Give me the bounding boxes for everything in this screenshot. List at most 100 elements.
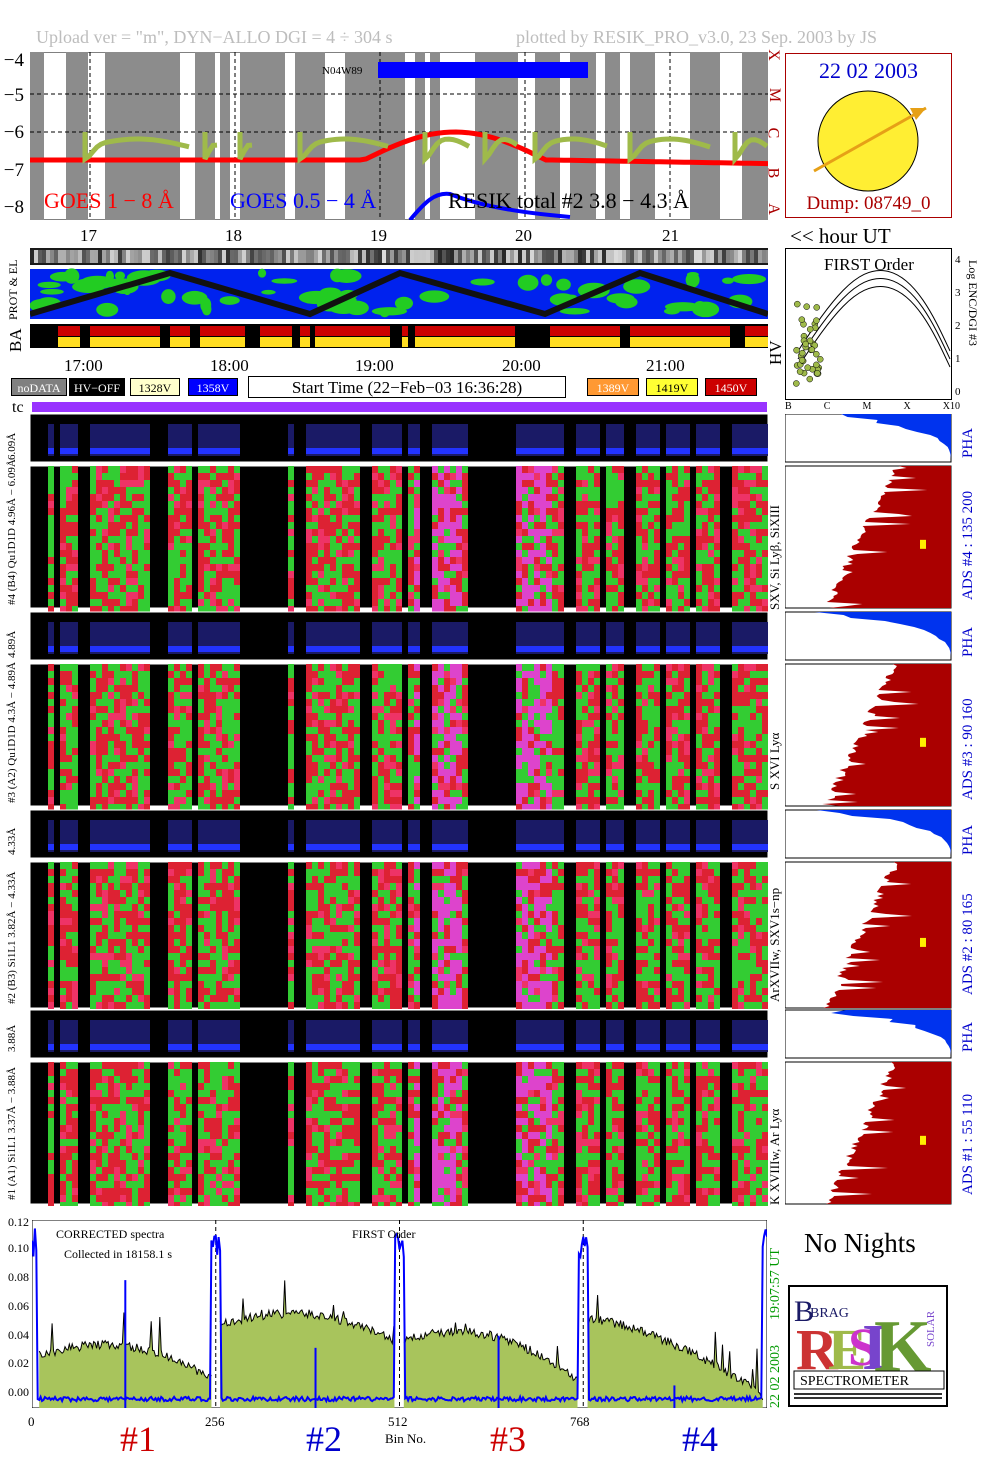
spec-cell bbox=[732, 720, 738, 727]
pha-col bbox=[576, 820, 582, 852]
spec-cell bbox=[666, 487, 672, 494]
spec-cell bbox=[60, 585, 66, 592]
spec-cell bbox=[120, 953, 126, 960]
spec-cell bbox=[642, 769, 648, 776]
pha-col bbox=[414, 820, 420, 852]
pha-line bbox=[354, 844, 360, 850]
spec-cell bbox=[114, 508, 120, 515]
pha-col bbox=[540, 820, 546, 852]
spec-cell bbox=[702, 536, 708, 543]
spec-cell bbox=[288, 988, 294, 995]
spec-cell bbox=[126, 494, 132, 501]
spec-cell bbox=[222, 755, 228, 762]
spec-cell bbox=[678, 501, 684, 508]
spec-cell bbox=[516, 487, 522, 494]
spec-cell bbox=[756, 515, 762, 522]
spec-cell bbox=[66, 734, 72, 741]
spec-cell bbox=[318, 571, 324, 578]
spec-cell bbox=[48, 543, 54, 550]
spec-cell bbox=[342, 599, 348, 606]
spec-cell bbox=[348, 876, 354, 883]
spec-cell bbox=[528, 713, 534, 720]
spec-cell bbox=[588, 473, 594, 480]
spec-cell bbox=[126, 762, 132, 769]
spec-cell bbox=[372, 592, 378, 599]
spec-cell bbox=[210, 918, 216, 925]
spec-cell bbox=[372, 585, 378, 592]
spec-cell bbox=[204, 748, 210, 755]
spec-cell bbox=[324, 762, 330, 769]
pha-col bbox=[306, 820, 312, 852]
spec-cell bbox=[450, 748, 456, 755]
spec-cell bbox=[744, 466, 750, 473]
fo-xtick: C bbox=[823, 401, 831, 412]
spec-cell bbox=[114, 564, 120, 571]
spec-cell bbox=[450, 776, 456, 783]
spec-cell bbox=[378, 543, 384, 550]
spec-cell bbox=[456, 571, 462, 578]
pha-line bbox=[234, 646, 240, 652]
el-cell bbox=[286, 250, 290, 263]
spec-cell bbox=[750, 755, 756, 762]
el-cell bbox=[166, 250, 170, 263]
el-cell bbox=[162, 250, 166, 263]
spec-cell bbox=[108, 473, 114, 480]
spec-cell bbox=[594, 585, 600, 592]
spec-cell bbox=[444, 466, 450, 473]
spec-cell bbox=[528, 720, 534, 727]
spec-cell bbox=[90, 699, 96, 706]
spec-cell bbox=[234, 797, 240, 804]
spec-cell bbox=[648, 480, 654, 487]
spec-cell bbox=[96, 543, 102, 550]
spec-cell bbox=[144, 692, 150, 699]
spec-cell bbox=[174, 720, 180, 727]
spec-cell bbox=[654, 797, 660, 804]
spec-cell bbox=[696, 776, 702, 783]
spec-cell bbox=[204, 974, 210, 981]
spec-cell bbox=[372, 776, 378, 783]
pha-col bbox=[198, 424, 204, 456]
spec-cell bbox=[642, 776, 648, 783]
spec-cell bbox=[138, 741, 144, 748]
spec-cell bbox=[372, 606, 378, 613]
pha-line bbox=[576, 448, 582, 454]
spec-cell bbox=[174, 988, 180, 995]
spec-cell bbox=[144, 790, 150, 797]
spec-cell bbox=[312, 769, 318, 776]
spec-cell bbox=[336, 564, 342, 571]
spec-cell bbox=[216, 960, 222, 967]
spec-cell bbox=[432, 678, 438, 685]
spec-cell bbox=[102, 876, 108, 883]
spec-cell bbox=[198, 678, 204, 685]
spec-cell bbox=[216, 487, 222, 494]
spec-cell bbox=[438, 748, 444, 755]
pha-col bbox=[438, 622, 444, 654]
spec-cell bbox=[330, 804, 336, 811]
spec-cell bbox=[186, 897, 192, 904]
spec-cell bbox=[750, 508, 756, 515]
spec-cell bbox=[756, 599, 762, 606]
spec-cell bbox=[234, 776, 240, 783]
spec-cell bbox=[174, 592, 180, 599]
spec-cell bbox=[90, 974, 96, 981]
spec-cell bbox=[108, 706, 114, 713]
pha-line bbox=[72, 844, 78, 850]
spec-cell bbox=[354, 692, 360, 699]
pha-col bbox=[138, 622, 144, 654]
spec-cell bbox=[348, 960, 354, 967]
pha-col bbox=[396, 622, 402, 654]
spec-cell bbox=[516, 508, 522, 515]
spec-cell bbox=[384, 508, 390, 515]
spec-cell bbox=[702, 473, 708, 480]
ba-red bbox=[200, 326, 245, 336]
spec-cell bbox=[180, 918, 186, 925]
spec-cell bbox=[558, 692, 564, 699]
spec-cell bbox=[654, 536, 660, 543]
spec-cell bbox=[552, 720, 558, 727]
spec-cell bbox=[582, 466, 588, 473]
spec-cell bbox=[228, 790, 234, 797]
spec-cell bbox=[684, 685, 690, 692]
spec-cell bbox=[96, 529, 102, 536]
spec-cell bbox=[348, 487, 354, 494]
spec-cell bbox=[372, 543, 378, 550]
